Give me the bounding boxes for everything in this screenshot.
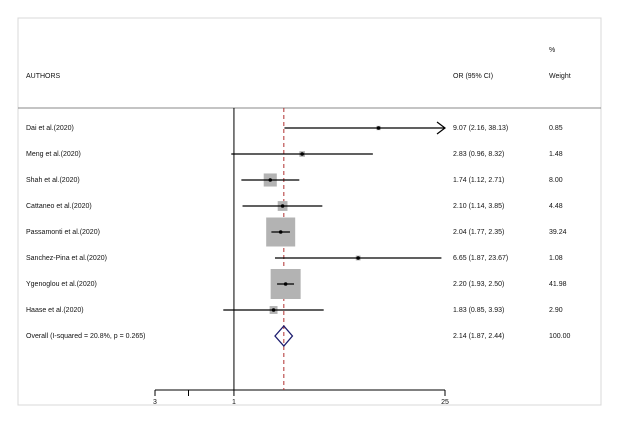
study-label: Meng et al.(2020)	[26, 151, 81, 158]
study-label: Haase et al.(2020)	[26, 307, 84, 314]
study-label: Ygenoglou et al.(2020)	[26, 281, 97, 288]
point	[283, 282, 288, 286]
point	[268, 178, 273, 182]
plot-frame	[17, 17, 602, 406]
point	[278, 230, 283, 234]
ci-header: OR (95% CI)	[453, 73, 493, 80]
overall-label: Overall (I-squared = 20.8%, p = 0.265)	[26, 333, 145, 340]
ci-label: 1.74 (1.12, 2.71)	[453, 177, 504, 184]
weight-label: 41.98	[549, 281, 567, 288]
weight-header-top: %	[549, 47, 555, 54]
x-tick-label: 3	[153, 399, 157, 406]
ci-label: 2.10 (1.14, 3.85)	[453, 203, 504, 210]
weight-label: 2.90	[549, 307, 563, 314]
weight-label: 1.08	[549, 255, 563, 262]
point	[376, 126, 381, 130]
overall-weight-label: 100.00	[549, 333, 571, 340]
weight-label: 8.00	[549, 177, 563, 184]
weight-label: 4.48	[549, 203, 563, 210]
point	[280, 204, 285, 208]
study-label: Shah et al.(2020)	[26, 177, 80, 184]
x-tick-label: 25	[441, 399, 449, 406]
ci-label: 2.20 (1.93, 2.50)	[453, 281, 504, 288]
ci-label: 9.07 (2.16, 38.13)	[453, 125, 508, 132]
study-label: Passamonti et al.(2020)	[26, 229, 100, 236]
point	[300, 152, 304, 156]
study-label: Dai et al.(2020)	[26, 125, 74, 132]
study-label: Sanchez-Pina et al.(2020)	[26, 255, 107, 262]
ci-label: 2.83 (0.96, 8.32)	[453, 151, 504, 158]
overall-ci-label: 2.14 (1.87, 2.44)	[453, 333, 504, 340]
overall-diamond	[274, 325, 294, 347]
weight-label: 39.24	[549, 229, 567, 236]
point	[271, 308, 276, 312]
ci-label: 2.04 (1.77, 2.35)	[453, 229, 504, 236]
weight-label: 1.48	[549, 151, 563, 158]
study-label: Cattaneo et al.(2020)	[26, 203, 92, 210]
ci-label: 1.83 (0.85, 3.93)	[453, 307, 504, 314]
ci-label: 6.65 (1.87, 23.67)	[453, 255, 508, 262]
x-tick-label: 1	[232, 399, 236, 406]
point	[356, 256, 360, 260]
author-header: AUTHORS	[26, 73, 61, 80]
weight-label: 0.85	[549, 125, 563, 132]
ci-arrow	[436, 121, 446, 135]
weight-header: Weight	[549, 73, 571, 80]
